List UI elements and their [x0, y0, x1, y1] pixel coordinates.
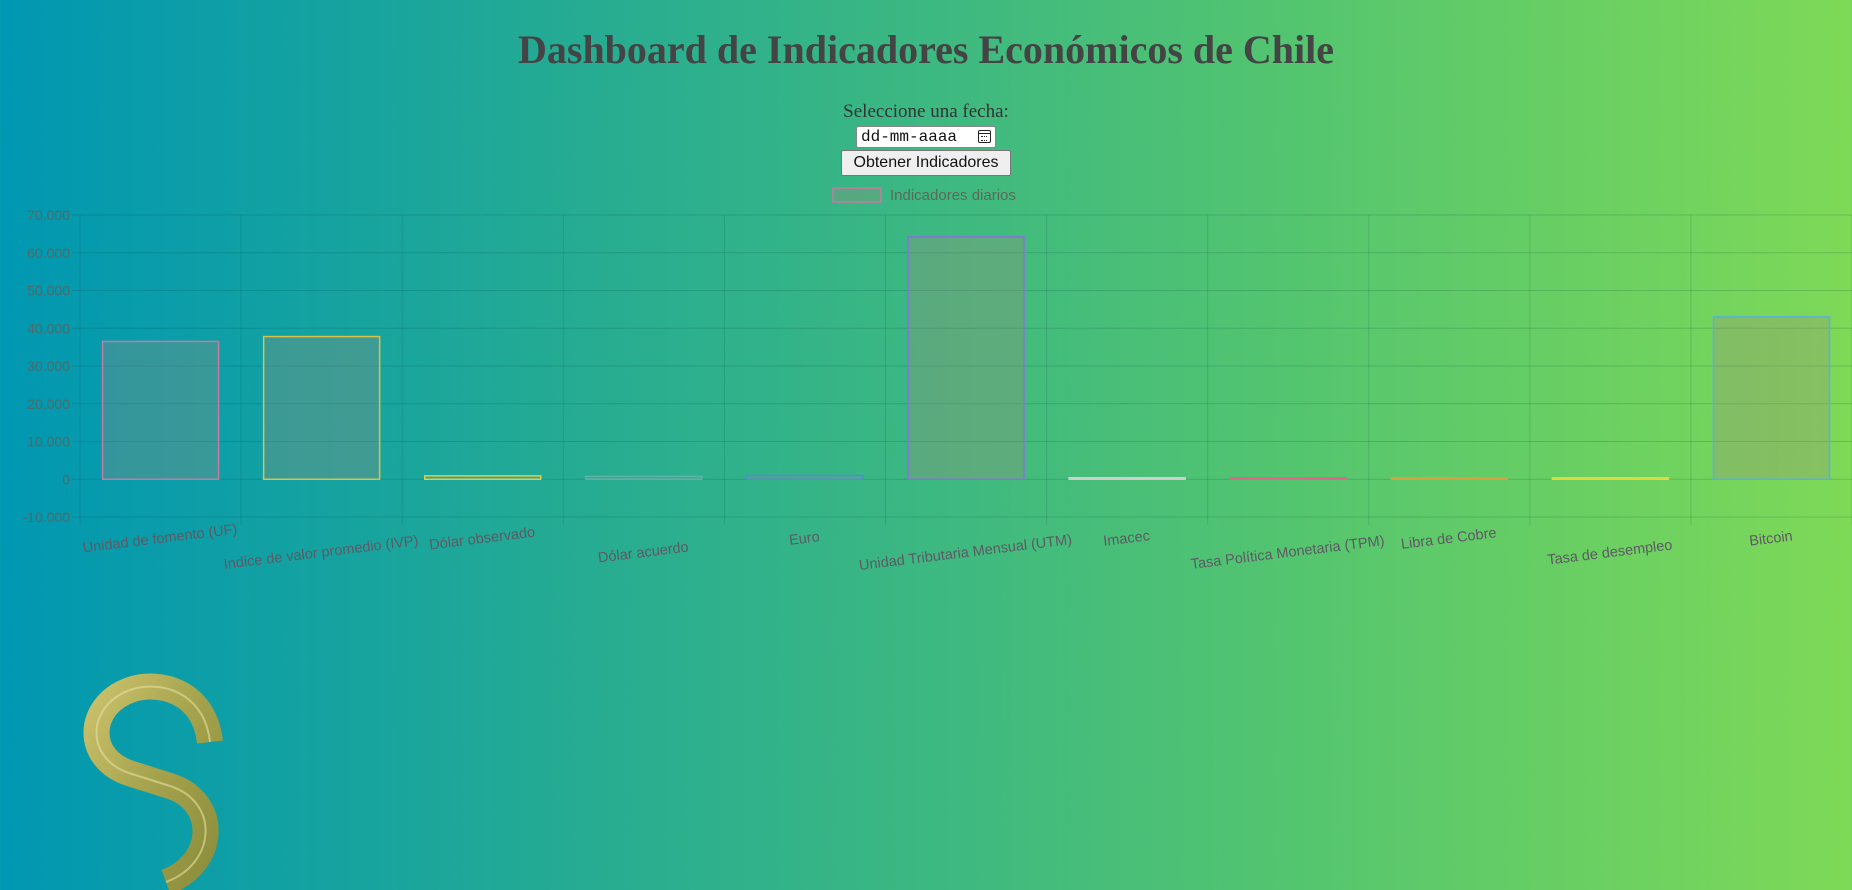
legend-label: Indicadores diarios [890, 187, 1016, 204]
legend-swatch [832, 187, 882, 203]
date-form: Seleccione una fecha: dd-mm-aaaa Obtener… [0, 100, 1852, 176]
page-title: Dashboard de Indicadores Económicos de C… [517, 27, 1334, 72]
y-tick-label: -10.000 [23, 509, 71, 525]
bar [907, 236, 1025, 480]
x-tick-label: Indice de valor promedio (IVP) [223, 533, 419, 573]
x-tick-label: Unidad de fomento (UF) [82, 522, 238, 557]
bar [585, 475, 703, 481]
y-tick-label: 60.000 [27, 245, 70, 261]
bar [746, 474, 864, 481]
y-tick-label: 30.000 [27, 358, 70, 374]
x-tick-label: Imacec [1102, 528, 1150, 550]
dollar-sign-icon [83, 658, 223, 890]
bar [1068, 477, 1186, 480]
get-indicators-button[interactable]: Obtener Indicadores [841, 150, 1011, 176]
bar [101, 340, 220, 480]
bar [1712, 316, 1831, 480]
x-tick-label: Bitcoin [1748, 528, 1793, 549]
x-tick-label: Dólar acuerdo [597, 540, 689, 567]
x-tick-label: Tasa Política Monetaria (TPM) [1190, 533, 1386, 573]
bar [262, 335, 381, 480]
bar-chart: Indicadores diarios -10.000 0 10.000 20.000 3… [23, 187, 1852, 574]
y-tick-label: 50.000 [27, 283, 70, 299]
y-tick-label: 20.000 [27, 396, 70, 412]
x-tick-label: Tasa de desempleo [1546, 537, 1673, 568]
x-tick-label: Euro [788, 529, 820, 549]
y-tick-label: 40.000 [27, 320, 70, 336]
date-label: Seleccione una fecha: [843, 101, 1009, 122]
y-tick-label: 70.000 [27, 207, 70, 223]
bar [423, 475, 542, 481]
bar [1390, 477, 1509, 480]
y-tick-label: 0 [62, 471, 70, 487]
date-input[interactable]: dd-mm-aaaa [856, 126, 996, 148]
x-tick-label: Dólar observado [428, 525, 536, 554]
bar [1229, 477, 1347, 480]
x-tick-label: Unidad Tributaria Mensual (UTM) [858, 532, 1073, 574]
y-tick-label: 10.000 [27, 434, 70, 450]
date-placeholder: dd-mm-aaaa [861, 128, 958, 146]
calendar-icon[interactable] [978, 130, 991, 143]
x-tick-label: Libra de Cobre [1400, 525, 1497, 553]
bar [1551, 477, 1670, 480]
